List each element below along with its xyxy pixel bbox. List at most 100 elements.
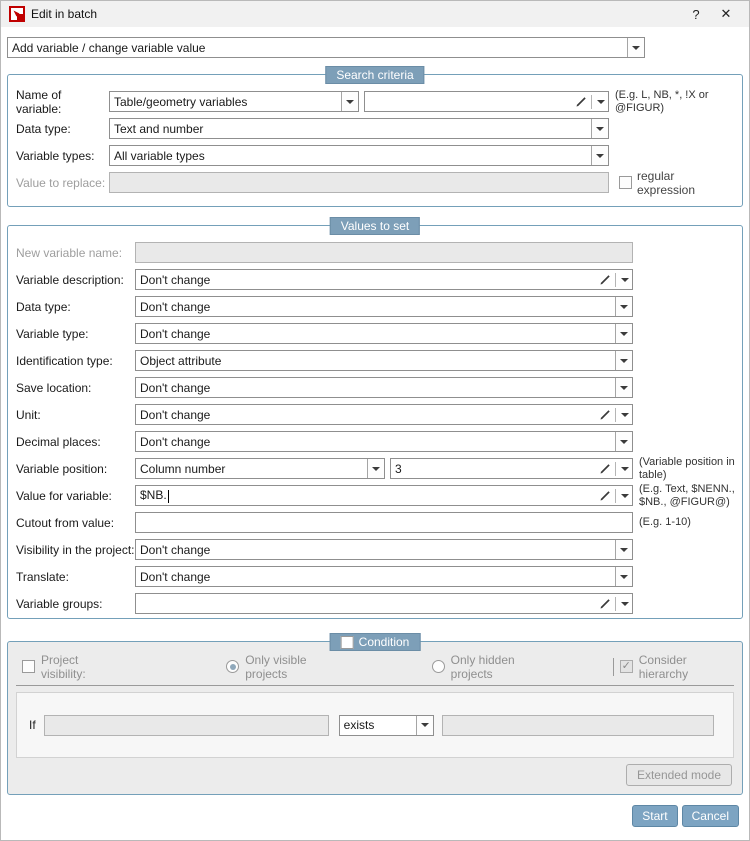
consider-hierarchy-checkbox[interactable]: ✓ <box>619 660 633 673</box>
close-button[interactable]: ✕ <box>720 6 732 21</box>
chevron-down-icon[interactable] <box>415 715 433 735</box>
search-criteria-tab: Search criteria <box>325 66 425 84</box>
condition-options-row: Project visibility: Only visible project… <box>22 653 728 681</box>
chevron-down-icon[interactable] <box>341 92 358 111</box>
set-data-type-select[interactable]: Don't change <box>135 296 633 317</box>
pencil-icon[interactable] <box>597 463 613 475</box>
chevron-down-icon[interactable] <box>615 324 632 343</box>
visibility-in-project-select[interactable]: Don't change <box>135 539 633 560</box>
variable-groups-label: Variable groups: <box>16 596 103 611</box>
save-location-row: Save location: Don't change <box>16 377 734 398</box>
translate-row: Translate: Don't change <box>16 566 734 587</box>
visibility-in-project-label: Visibility in the project: <box>16 542 135 557</box>
condition-right-input <box>441 714 714 736</box>
titlebar: Edit in batch ? ✕ <box>1 1 749 27</box>
value-to-replace-label: Value to replace: <box>16 175 106 190</box>
search-data-type-label: Data type: <box>16 121 71 136</box>
chevron-down-icon[interactable] <box>618 493 632 498</box>
chevron-down-icon[interactable] <box>615 432 632 451</box>
decimal-places-label: Decimal places: <box>16 434 101 449</box>
cutout-from-value-hint: (E.g. 1-10) <box>639 516 691 528</box>
chevron-down-icon[interactable] <box>594 99 608 104</box>
variable-groups-input[interactable] <box>135 593 633 614</box>
value-to-replace-row: Value to replace: regular expression <box>16 169 734 197</box>
new-variable-name-label: New variable name: <box>16 245 123 260</box>
chevron-down-icon[interactable] <box>618 601 632 606</box>
variable-groups-row: Variable groups: <box>16 593 734 614</box>
chevron-down-icon[interactable] <box>591 119 608 138</box>
variable-position-value-input[interactable]: 3 <box>390 458 633 479</box>
only-hidden-projects-label: Only hidden projects <box>450 652 515 681</box>
only-hidden-projects-radio[interactable] <box>431 660 445 673</box>
identification-type-select[interactable]: Object attribute <box>135 350 633 371</box>
value-for-variable-hint: (E.g. Text, $NENN., $NB., @FIGUR@) <box>639 482 735 508</box>
variable-types-select[interactable]: All variable types <box>109 145 609 166</box>
condition-divider <box>16 685 734 686</box>
pencil-icon[interactable] <box>597 490 613 502</box>
condition-title: Condition <box>358 635 410 649</box>
variable-type-label: Variable type: <box>16 326 89 341</box>
chevron-down-icon[interactable] <box>591 146 608 165</box>
project-visibility-checkbox[interactable] <box>22 660 35 673</box>
variable-position-hint: (Variable position in table) <box>639 455 735 481</box>
translate-label: Translate: <box>16 569 69 584</box>
condition-checkbox[interactable] <box>340 635 354 649</box>
new-variable-name-input <box>135 242 633 263</box>
unit-select[interactable]: Don't change <box>135 404 633 425</box>
chevron-down-icon[interactable] <box>618 466 632 471</box>
pencil-icon[interactable] <box>597 409 613 421</box>
decimal-places-select[interactable]: Don't change <box>135 431 633 452</box>
pencil-icon[interactable] <box>573 96 589 108</box>
start-button[interactable]: Start <box>632 805 678 827</box>
condition-tab: Condition <box>329 633 421 651</box>
chevron-down-icon[interactable] <box>615 351 632 370</box>
if-label: If <box>29 718 36 732</box>
project-visibility-label: Project visibility: <box>41 652 86 681</box>
condition-operator-select[interactable]: exists <box>338 714 434 736</box>
pencil-icon[interactable] <box>597 274 613 286</box>
chevron-down-icon[interactable] <box>618 277 632 282</box>
unit-label: Unit: <box>16 407 41 422</box>
only-visible-projects-radio[interactable] <box>226 660 240 673</box>
variable-position-mode-select[interactable]: Column number <box>135 458 385 479</box>
translate-select[interactable]: Don't change <box>135 566 633 587</box>
search-criteria-group: Search criteria Name of variable: Table/… <box>7 66 743 207</box>
variable-category-select[interactable]: Table/geometry variables <box>109 91 359 112</box>
chevron-down-icon[interactable] <box>615 297 632 316</box>
visibility-in-project-row: Visibility in the project: Don't change <box>16 539 734 560</box>
regular-expression-checkbox[interactable] <box>619 176 632 189</box>
condition-group: Condition Project visibility: Only visib… <box>7 633 743 795</box>
cancel-button[interactable]: Cancel <box>681 805 739 827</box>
chevron-down-icon[interactable] <box>627 38 644 57</box>
variable-types-label: Variable types: <box>16 148 95 163</box>
value-for-variable-input[interactable]: $NB. <box>135 485 633 506</box>
variable-description-label: Variable description: <box>16 272 124 287</box>
variable-position-row: Variable position: Column number 3 (Vari… <box>16 456 735 481</box>
chevron-down-icon[interactable] <box>615 540 632 559</box>
variable-description-select[interactable]: Don't change <box>135 269 633 290</box>
chevron-down-icon[interactable] <box>615 567 632 586</box>
mode-select[interactable]: Add variable / change variable value <box>7 37 645 58</box>
chevron-down-icon[interactable] <box>615 378 632 397</box>
variable-description-row: Variable description: Don't change <box>16 269 734 290</box>
help-button[interactable]: ? <box>692 6 700 22</box>
set-data-type-label: Data type: <box>16 299 71 314</box>
variable-name-input[interactable] <box>364 91 609 112</box>
cutout-from-value-label: Cutout from value: <box>16 515 115 530</box>
search-data-type-select[interactable]: Text and number <box>109 118 609 139</box>
variable-types-row: Variable types: All variable types <box>16 145 734 166</box>
variable-type-select[interactable]: Don't change <box>135 323 633 344</box>
consider-hierarchy-label: Consider hierarchy <box>638 652 689 681</box>
variable-type-row: Variable type: Don't change <box>16 323 734 344</box>
only-visible-projects-label: Only visible projects <box>245 652 307 681</box>
values-to-set-tab: Values to set <box>329 217 421 235</box>
chevron-down-icon[interactable] <box>367 459 384 478</box>
unit-row: Unit: Don't change <box>16 404 734 425</box>
chevron-down-icon[interactable] <box>618 412 632 417</box>
extended-mode-button[interactable]: Extended mode <box>625 764 732 786</box>
cutout-from-value-input[interactable] <box>135 512 633 533</box>
search-data-type-row: Data type: Text and number <box>16 118 734 139</box>
save-location-select[interactable]: Don't change <box>135 377 633 398</box>
identification-type-row: Identification type: Object attribute <box>16 350 734 371</box>
pencil-icon[interactable] <box>597 598 613 610</box>
